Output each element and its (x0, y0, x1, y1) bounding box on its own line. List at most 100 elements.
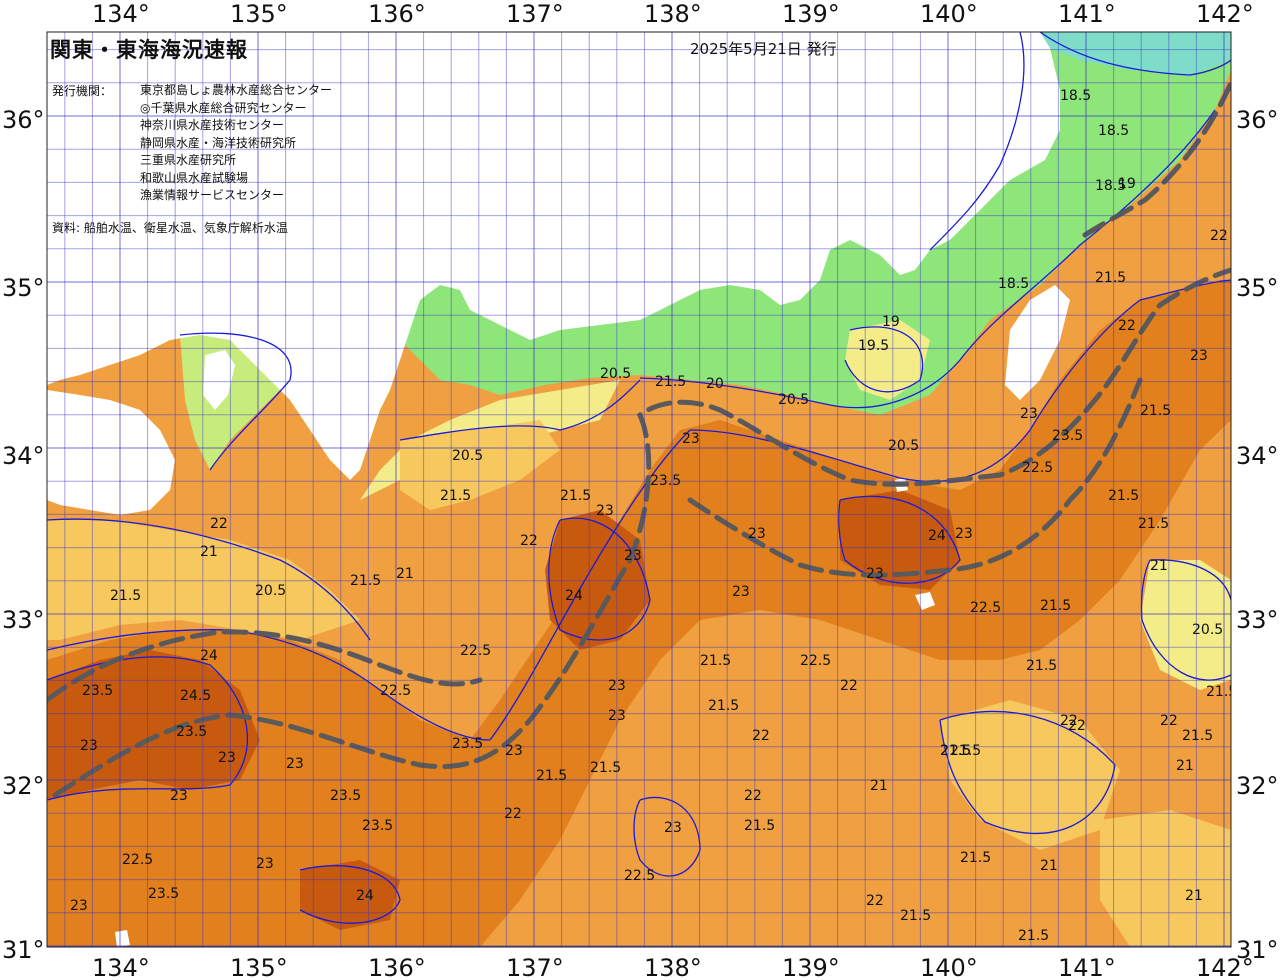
latitude-labels-left: 36° 35° 34° 33° 32° 31° (2, 106, 45, 964)
sst-region-mid-west-coast (400, 420, 560, 510)
isotherm-line (1029, 279, 1231, 431)
contour-label: 23.5 (1052, 428, 1083, 444)
contour-label: 22.5 (122, 852, 153, 868)
contour-label: 22.5 (380, 683, 411, 699)
longitude-labels-bottom: 134° 135° 136° 137° 138° 139° 140° 141° … (92, 954, 1254, 980)
issue-date: 2025年5月21日 発行 (690, 40, 837, 58)
contour-label: 21.5 (1206, 684, 1237, 700)
contour-label: 21.5 (655, 374, 686, 390)
isotherm-line (939, 710, 1116, 835)
isotherm-line (844, 326, 924, 393)
kuroshio-axis-main (52, 267, 1231, 798)
contour-label: 23.5 (452, 736, 483, 752)
contour-label: 24.5 (180, 688, 211, 704)
isotherm-line (959, 109, 1216, 361)
lon-label-top: 137° (506, 0, 564, 28)
sst-region-mid-east (940, 700, 1120, 850)
lon-label-top: 140° (920, 0, 978, 28)
contour-label: 18.5 (1095, 178, 1126, 194)
contour-label: 23 (664, 820, 682, 836)
contour-label: 22 (840, 678, 858, 694)
contour-label: 22.5 (460, 643, 491, 659)
contour-label: 21.5 (590, 760, 621, 776)
contour-label: 19 (1118, 176, 1136, 192)
contour-label: 21.5 (440, 488, 471, 504)
lon-label-bottom: 140° (920, 954, 978, 980)
lat-label-left: 32° (2, 772, 45, 800)
contour-label: 24 (200, 648, 218, 664)
lon-label-bottom: 136° (368, 954, 426, 980)
contour-label: 21 (1185, 888, 1203, 904)
lon-label-top: 142° (1196, 0, 1254, 28)
contour-label: 18.5 (998, 276, 1029, 292)
isotherm-line (689, 429, 1031, 482)
lat-label-left: 31° (2, 936, 45, 964)
contour-label: 21.5 (536, 768, 567, 784)
isotherm-line (633, 796, 701, 877)
contour-label: 22.5 (970, 600, 1001, 616)
contour-label: 24 (356, 888, 374, 904)
map-field: 18.5 18.5 18.5 19 18.5 19 19.5 20.5 20 2… (47, 32, 1237, 947)
land-shikoku (47, 390, 175, 515)
land (47, 32, 1070, 947)
sst-region-mid-west (47, 520, 360, 640)
contour-label: 22.5 (800, 653, 831, 669)
contour-label: 23 (866, 566, 884, 582)
contour-label: 23 (682, 431, 700, 447)
contour-label: 22 (1210, 228, 1228, 244)
contour-label: 18.5 (1060, 88, 1091, 104)
contour-label: 22.5 (624, 868, 655, 884)
contour-label: 22 (1068, 718, 1086, 734)
lon-label-bottom: 137° (506, 954, 564, 980)
contour-label: 23 (256, 856, 274, 872)
contour-label: 23 (70, 898, 88, 914)
contour-label: 21.5 (1095, 270, 1126, 286)
contour-label: 23 (596, 503, 614, 519)
map-frame (46, 31, 1232, 948)
contour-label: 23 (1190, 348, 1208, 364)
isotherm-line (47, 629, 491, 741)
lon-label-top: 139° (782, 0, 840, 28)
organization-item: 静岡県水産・海洋技術研究所 (140, 135, 297, 150)
contour-label: 19 (882, 314, 900, 330)
contour-label: 23.5 (82, 683, 113, 699)
contour-label: 21.5 (1140, 403, 1171, 419)
contour-label: 22 (1160, 713, 1178, 729)
contour-label: 21 (1150, 558, 1168, 574)
contour-label: 21.5 (1182, 728, 1213, 744)
isotherm-line (1140, 559, 1231, 681)
contour-label: 23 (608, 678, 626, 694)
contour-label: 20.5 (888, 438, 919, 454)
organizations-list: 東京都島しょ農林水産総合センター ◎千葉県水産総合研究センター 神奈川県水産技術… (140, 82, 332, 205)
lat-label-left: 34° (2, 442, 45, 470)
map-title: 関東・東海海況速報 (50, 38, 248, 62)
contour-label: 23 (170, 788, 188, 804)
contour-label: 24 (928, 528, 946, 544)
contour-label: 23 (955, 526, 973, 542)
sst-region-pale-bay (845, 320, 930, 400)
contour-label: 21.5 (350, 573, 381, 589)
sst-region-hot-central (545, 510, 650, 650)
contour-label: 21.5 (1026, 658, 1057, 674)
longitude-labels-top: 134° 135° 136° 137° 138° 139° 140° 141° … (92, 0, 1254, 28)
contour-label: 22 (1060, 713, 1078, 729)
contour-label: 21.5 (940, 743, 971, 759)
contour-label: 20 (706, 376, 724, 392)
land-miyake-island (915, 592, 935, 610)
kuroshio-axis-branch-west (47, 629, 483, 703)
contour-label: 23.5 (176, 724, 207, 740)
lat-label-right: 34° (1236, 442, 1279, 470)
sst-region-coldest-north (1040, 32, 1231, 75)
isotherm-line (489, 429, 691, 741)
isotherm-line (399, 379, 641, 441)
lat-label-left: 35° (2, 274, 45, 302)
sst-region-hot-south (300, 860, 400, 930)
contour-label: 23 (608, 708, 626, 724)
contour-label: 21.5 (940, 743, 971, 759)
latitude-labels-right: 36° 35° 34° 33° 32° 31° (1236, 106, 1279, 964)
contour-label: 21.5 (1108, 488, 1139, 504)
organization-item: 漁業情報サービスセンター (140, 188, 285, 202)
lat-lon-grid (47, 32, 1231, 947)
contour-label: 21 (870, 778, 888, 794)
